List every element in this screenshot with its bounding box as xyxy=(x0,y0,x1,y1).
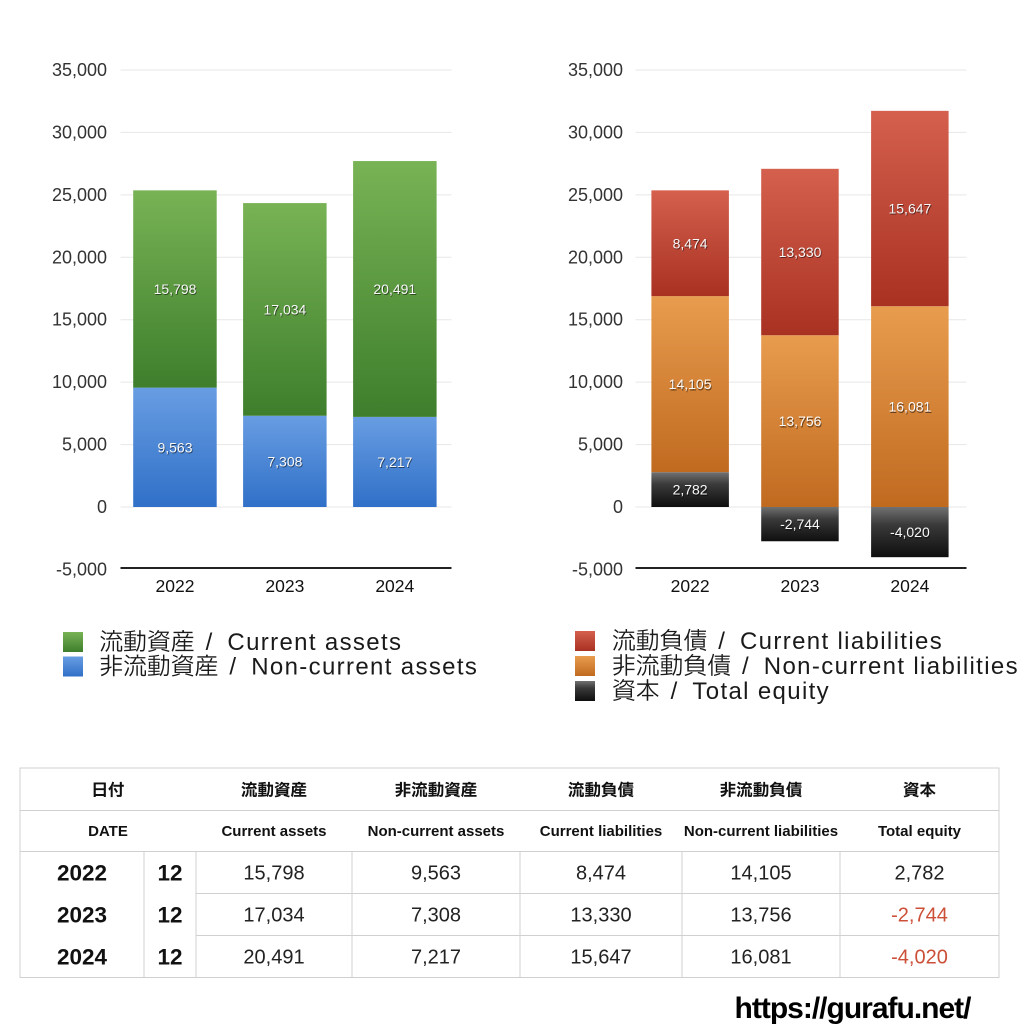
svg-text:2022: 2022 xyxy=(156,576,195,596)
svg-text:35,000: 35,000 xyxy=(568,60,623,80)
svg-text:35,000: 35,000 xyxy=(52,60,107,80)
svg-text:Current assets: Current assets xyxy=(227,629,402,656)
svg-text:8,474: 8,474 xyxy=(576,863,626,885)
svg-text:7,217: 7,217 xyxy=(378,455,413,471)
svg-text:20,000: 20,000 xyxy=(52,247,107,267)
svg-text:13,330: 13,330 xyxy=(779,245,822,261)
svg-text:20,491: 20,491 xyxy=(373,281,416,297)
svg-text:2022: 2022 xyxy=(57,861,107,886)
svg-text:15,647: 15,647 xyxy=(888,201,931,217)
svg-text:Current assets: Current assets xyxy=(221,823,326,840)
svg-text:20,491: 20,491 xyxy=(243,947,304,969)
svg-text:15,798: 15,798 xyxy=(154,281,197,297)
svg-text:-2,744: -2,744 xyxy=(891,905,948,927)
svg-text:7,217: 7,217 xyxy=(377,454,412,470)
svg-text:9,563: 9,563 xyxy=(411,863,461,885)
svg-text:12: 12 xyxy=(157,861,182,886)
svg-text:15,000: 15,000 xyxy=(52,310,107,330)
svg-text:15,798: 15,798 xyxy=(154,282,197,298)
svg-text:/: / xyxy=(206,629,213,656)
svg-text:5,000: 5,000 xyxy=(578,435,623,455)
svg-text:9,563: 9,563 xyxy=(158,441,193,457)
svg-text:14,105: 14,105 xyxy=(669,376,712,392)
svg-text:17,034: 17,034 xyxy=(264,303,307,319)
svg-text:-2,744: -2,744 xyxy=(780,516,820,532)
svg-text:Non-current liabilities: Non-current liabilities xyxy=(684,823,838,840)
svg-text:Non-current assets: Non-current assets xyxy=(251,654,478,681)
svg-text:13,756: 13,756 xyxy=(730,905,791,927)
svg-text:12: 12 xyxy=(157,945,182,970)
svg-text:-5,000: -5,000 xyxy=(572,559,623,579)
svg-text:14,105: 14,105 xyxy=(730,863,791,885)
svg-text:Current liabilities: Current liabilities xyxy=(740,628,943,655)
svg-text:16,081: 16,081 xyxy=(730,947,791,969)
svg-text:2024: 2024 xyxy=(57,945,108,970)
svg-text:25,000: 25,000 xyxy=(52,185,107,205)
svg-text:12: 12 xyxy=(157,903,182,928)
svg-text:2,782: 2,782 xyxy=(673,483,708,499)
svg-text:2023: 2023 xyxy=(57,903,107,928)
svg-text:15,798: 15,798 xyxy=(243,863,304,885)
svg-text:2,782: 2,782 xyxy=(673,482,708,498)
svg-text:13,756: 13,756 xyxy=(779,414,822,430)
svg-text:Total equity: Total equity xyxy=(692,678,830,705)
svg-text:9,563: 9,563 xyxy=(157,439,192,455)
svg-text:-4,020: -4,020 xyxy=(891,947,948,969)
svg-text:2,782: 2,782 xyxy=(894,863,944,885)
svg-text:2023: 2023 xyxy=(265,576,304,596)
svg-text:0: 0 xyxy=(97,497,107,517)
svg-text:-4,020: -4,020 xyxy=(890,524,930,540)
svg-text:17,034: 17,034 xyxy=(243,905,304,927)
svg-text:16,081: 16,081 xyxy=(888,399,931,415)
svg-text:Total equity: Total equity xyxy=(878,823,962,840)
svg-text:/: / xyxy=(229,654,236,681)
svg-text:10,000: 10,000 xyxy=(52,372,107,392)
svg-text:2022: 2022 xyxy=(671,576,710,596)
svg-text:Non-current liabilities: Non-current liabilities xyxy=(764,653,1019,680)
svg-text:14,105: 14,105 xyxy=(669,377,712,393)
svg-text:15,647: 15,647 xyxy=(889,202,932,218)
svg-text:13,330: 13,330 xyxy=(570,905,631,927)
svg-text:DATE: DATE xyxy=(88,823,128,840)
svg-text:7,217: 7,217 xyxy=(411,947,461,969)
svg-text:-4,020: -4,020 xyxy=(891,525,931,541)
svg-text:0: 0 xyxy=(613,497,623,517)
svg-text:13,756: 13,756 xyxy=(779,413,822,429)
svg-text:Non-current assets: Non-current assets xyxy=(368,823,505,840)
svg-text:7,308: 7,308 xyxy=(411,905,461,927)
svg-text:30,000: 30,000 xyxy=(52,122,107,142)
svg-text:7,308: 7,308 xyxy=(267,453,302,469)
svg-text:Current liabilities: Current liabilities xyxy=(540,823,663,840)
svg-text:15,000: 15,000 xyxy=(568,310,623,330)
svg-text:20,491: 20,491 xyxy=(374,282,417,298)
svg-text:25,000: 25,000 xyxy=(568,185,623,205)
svg-text:-2,744: -2,744 xyxy=(781,517,821,533)
svg-text:20,000: 20,000 xyxy=(568,247,623,267)
svg-text:2024: 2024 xyxy=(890,576,929,596)
svg-text:2024: 2024 xyxy=(375,576,414,596)
svg-text:13,330: 13,330 xyxy=(779,244,822,260)
svg-text:16,081: 16,081 xyxy=(889,400,932,416)
svg-text:7,308: 7,308 xyxy=(268,455,303,471)
svg-text:-5,000: -5,000 xyxy=(56,559,107,579)
svg-text:8,474: 8,474 xyxy=(673,235,708,251)
svg-text:2023: 2023 xyxy=(781,576,820,596)
svg-text:10,000: 10,000 xyxy=(568,372,623,392)
svg-text:/: / xyxy=(742,653,749,680)
svg-text:30,000: 30,000 xyxy=(568,122,623,142)
svg-text:/: / xyxy=(718,628,725,655)
svg-text:15,647: 15,647 xyxy=(570,947,631,969)
svg-text:8,474: 8,474 xyxy=(673,237,708,253)
svg-text:https://gurafu.net/: https://gurafu.net/ xyxy=(735,992,973,1024)
svg-text:17,034: 17,034 xyxy=(263,301,306,317)
svg-text:5,000: 5,000 xyxy=(62,435,107,455)
svg-text:/: / xyxy=(671,678,678,705)
